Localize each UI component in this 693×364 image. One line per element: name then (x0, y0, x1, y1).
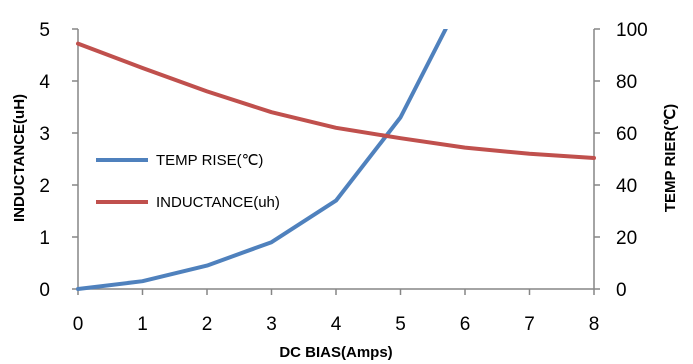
legend: TEMP RISE(℃) INDUCTANCE(uh) (96, 152, 280, 211)
x-tick-label: 8 (589, 314, 600, 335)
y-left-tick-label: 3 (39, 124, 50, 145)
x-tick-label: 0 (73, 314, 84, 335)
y-axis-left-title: INDUCTANCE(uH) (11, 94, 28, 222)
y-right-tick-label: 100 (616, 20, 648, 41)
y-left-tick-label: 5 (39, 20, 50, 41)
y-left-tick-label: 2 (39, 176, 50, 197)
y-right-tick-label: 0 (616, 280, 627, 301)
x-tick-label: 6 (460, 314, 471, 335)
y-right-tick-label: 60 (616, 124, 637, 145)
y-left-tick-label: 1 (39, 228, 50, 249)
x-tick-label: 3 (266, 314, 277, 335)
x-tick-label: 1 (137, 314, 148, 335)
y-left-tick-label: 4 (39, 72, 50, 93)
x-tick-label: 5 (395, 314, 406, 335)
x-tick-label: 4 (331, 314, 342, 335)
legend-label-temp-rise: TEMP RISE(℃) (156, 152, 263, 169)
legend-label-inductance: INDUCTANCE(uh) (156, 194, 280, 211)
y-right-tick-label: 40 (616, 176, 637, 197)
x-tick-label: 2 (202, 314, 213, 335)
y-right-tick-label: 20 (616, 228, 637, 249)
y-left-tick-label: 0 (39, 280, 50, 301)
series-line-temp-rise (76, 29, 448, 291)
x-tick-label: 7 (524, 314, 535, 335)
y-axis-right-title: TEMP RIER(℃) (662, 104, 679, 212)
y-right-tick-label: 80 (616, 72, 637, 93)
series-line-inductance (76, 41, 596, 160)
x-axis-title: DC BIAS(Amps) (279, 344, 392, 361)
